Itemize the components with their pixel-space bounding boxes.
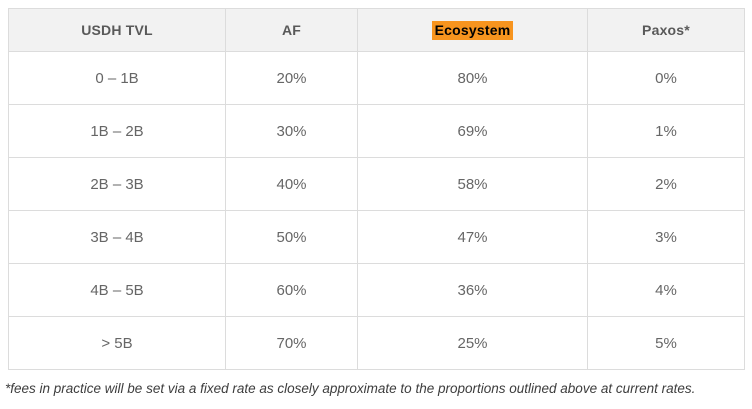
cell-tvl: 0 – 1B <box>8 51 226 105</box>
cell-af: 40% <box>225 157 358 211</box>
cell-ecosystem: 69% <box>357 104 588 158</box>
header-paxos-label: Paxos* <box>642 22 690 38</box>
cell-af: 20% <box>225 51 358 105</box>
cell-ecosystem: 58% <box>357 157 588 211</box>
cell-tvl: 1B – 2B <box>8 104 226 158</box>
cell-paxos: 5% <box>587 316 745 370</box>
table-row: 3B – 4B 50% 47% 3% <box>8 210 745 264</box>
header-paxos: Paxos* <box>587 8 745 52</box>
cell-tvl: > 5B <box>8 316 226 370</box>
cell-ecosystem: 25% <box>357 316 588 370</box>
table-row: 4B – 5B 60% 36% 4% <box>8 263 745 317</box>
header-ecosystem: Ecosystem <box>357 8 588 52</box>
header-af-label: AF <box>281 22 302 38</box>
cell-af: 50% <box>225 210 358 264</box>
cell-paxos: 4% <box>587 263 745 317</box>
cell-af: 60% <box>225 263 358 317</box>
cell-tvl: 2B – 3B <box>8 157 226 211</box>
cell-paxos: 3% <box>587 210 745 264</box>
fee-split-table: USDH TVL AF Ecosystem Paxos* 0 – 1B 20% … <box>8 8 745 370</box>
footnote: *fees in practice will be set via a fixe… <box>5 381 696 396</box>
cell-ecosystem: 36% <box>357 263 588 317</box>
cell-af: 70% <box>225 316 358 370</box>
header-ecosystem-highlight: Ecosystem <box>431 20 514 40</box>
header-usdh-tvl-label: USDH TVL <box>81 22 153 38</box>
cell-tvl: 3B – 4B <box>8 210 226 264</box>
cell-ecosystem: 47% <box>357 210 588 264</box>
table-header-row: USDH TVL AF Ecosystem Paxos* <box>8 8 745 52</box>
header-af: AF <box>225 8 358 52</box>
cell-ecosystem: 80% <box>357 51 588 105</box>
cell-tvl: 4B – 5B <box>8 263 226 317</box>
table-row: > 5B 70% 25% 5% <box>8 316 745 370</box>
cell-paxos: 1% <box>587 104 745 158</box>
cell-paxos: 0% <box>587 51 745 105</box>
header-usdh-tvl: USDH TVL <box>8 8 226 52</box>
table-row: 0 – 1B 20% 80% 0% <box>8 51 745 105</box>
table-row: 1B – 2B 30% 69% 1% <box>8 104 745 158</box>
cell-af: 30% <box>225 104 358 158</box>
table-row: 2B – 3B 40% 58% 2% <box>8 157 745 211</box>
cell-paxos: 2% <box>587 157 745 211</box>
